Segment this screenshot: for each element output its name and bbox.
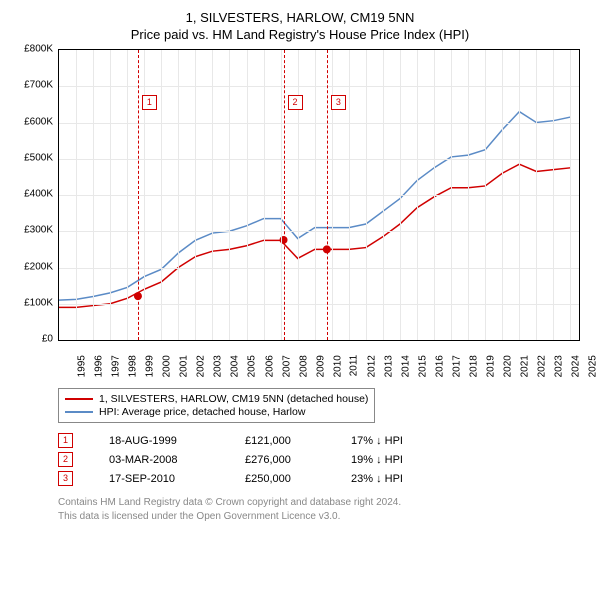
legend-item: HPI: Average price, detached house, Harl… <box>65 406 368 418</box>
transaction-row: 2 03-MAR-2008 £276,000 19% ↓ HPI <box>58 452 592 467</box>
footnote: Contains HM Land Registry data © Crown c… <box>58 496 592 524</box>
legend-swatch <box>65 398 93 400</box>
x-axis-label: 2003 <box>213 355 224 377</box>
y-axis-label: £100K <box>5 297 53 308</box>
y-axis-label: £500K <box>5 152 53 163</box>
x-axis-label: 2010 <box>332 355 343 377</box>
x-axis-label: 2013 <box>383 355 394 377</box>
x-axis-label: 2009 <box>315 355 326 377</box>
x-axis-label: 2017 <box>451 355 462 377</box>
transaction-row: 1 18-AUG-1999 £121,000 17% ↓ HPI <box>58 433 592 448</box>
transaction-delta: 17% ↓ HPI <box>351 435 431 447</box>
y-axis-label: £600K <box>5 116 53 127</box>
transaction-marker: 3 <box>58 471 73 486</box>
x-axis-label: 2023 <box>554 355 565 377</box>
legend-swatch <box>65 411 93 413</box>
title-line-1: 1, SILVESTERS, HARLOW, CM19 5NN <box>8 10 592 25</box>
x-axis-label: 1999 <box>144 355 155 377</box>
x-axis-label: 2022 <box>537 355 548 377</box>
transaction-date: 17-SEP-2010 <box>109 473 209 485</box>
x-axis-label: 2011 <box>348 355 359 377</box>
transaction-marker: 1 <box>58 433 73 448</box>
plot-region: 1 2 3 <box>58 49 580 341</box>
y-axis-label: £800K <box>5 44 53 55</box>
y-axis-label: £400K <box>5 189 53 200</box>
x-axis-label: 2001 <box>179 355 190 377</box>
x-axis-label: 2015 <box>417 355 428 377</box>
y-axis-label: £200K <box>5 261 53 272</box>
transaction-delta: 19% ↓ HPI <box>351 454 431 466</box>
x-axis-label: 1997 <box>110 355 121 377</box>
event-marker: 3 <box>331 95 346 110</box>
transaction-price: £121,000 <box>245 435 315 447</box>
x-axis-label: 2005 <box>247 355 258 377</box>
x-axis-label: 1998 <box>127 355 138 377</box>
x-axis-label: 2000 <box>161 355 172 377</box>
y-axis-label: £700K <box>5 80 53 91</box>
transaction-price: £250,000 <box>245 473 315 485</box>
x-axis-label: 2006 <box>264 355 275 377</box>
legend-label: 1, SILVESTERS, HARLOW, CM19 5NN (detache… <box>99 393 368 405</box>
footnote-line-1: Contains HM Land Registry data © Crown c… <box>58 496 592 510</box>
transaction-date: 18-AUG-1999 <box>109 435 209 447</box>
x-axis-label: 1995 <box>76 355 87 377</box>
x-axis-label: 2002 <box>196 355 207 377</box>
legend-label: HPI: Average price, detached house, Harl… <box>99 406 305 418</box>
y-axis-label: £0 <box>5 334 53 345</box>
x-axis-label: 2020 <box>502 355 513 377</box>
legend-box: 1, SILVESTERS, HARLOW, CM19 5NN (detache… <box>58 388 375 423</box>
x-axis-label: 2016 <box>434 355 445 377</box>
event-marker: 1 <box>142 95 157 110</box>
x-axis-label: 2018 <box>468 355 479 377</box>
legend-item: 1, SILVESTERS, HARLOW, CM19 5NN (detache… <box>65 393 368 405</box>
x-axis-label: 2019 <box>485 355 496 377</box>
chart-area: 123 £0£100K£200K£300K£400K£500K£600K£700… <box>18 44 583 384</box>
x-axis-label: 2012 <box>366 355 377 377</box>
x-axis-label: 1996 <box>93 355 104 377</box>
transaction-marker: 2 <box>58 452 73 467</box>
x-axis-label: 2008 <box>298 355 309 377</box>
chart-container: 1, SILVESTERS, HARLOW, CM19 5NN Price pa… <box>0 0 600 532</box>
transaction-delta: 23% ↓ HPI <box>351 473 431 485</box>
event-marker: 2 <box>288 95 303 110</box>
transaction-table: 1 18-AUG-1999 £121,000 17% ↓ HPI 2 03-MAR-200… <box>58 433 592 486</box>
y-axis-label: £300K <box>5 225 53 236</box>
transaction-date: 03-MAR-2008 <box>109 454 209 466</box>
x-axis-label: 2025 <box>588 355 599 377</box>
x-axis-label: 2021 <box>520 355 531 377</box>
x-axis-label: 2024 <box>571 355 582 377</box>
x-axis-label: 2004 <box>230 355 241 377</box>
x-axis-label: 2007 <box>281 355 292 377</box>
x-axis-label: 2014 <box>400 355 411 377</box>
transaction-price: £276,000 <box>245 454 315 466</box>
title-line-2: Price paid vs. HM Land Registry's House … <box>8 27 592 42</box>
transaction-row: 3 17-SEP-2010 £250,000 23% ↓ HPI <box>58 471 592 486</box>
footnote-line-2: This data is licensed under the Open Gov… <box>58 510 592 524</box>
